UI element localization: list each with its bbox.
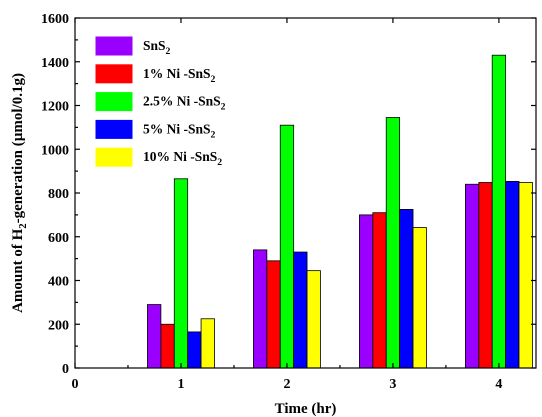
- bar-series-4-category-3: [399, 209, 414, 369]
- bar-series-1-category-2: [253, 249, 268, 369]
- y-tick-label: 1000: [41, 143, 69, 158]
- subscript: 2: [217, 157, 222, 168]
- y-tick-label: 1200: [41, 100, 69, 115]
- y-tick-label: 400: [48, 275, 69, 290]
- y-tick-label: 0: [62, 362, 69, 377]
- legend-label-3: 2.5% Ni -SnS2: [143, 94, 226, 113]
- legend-swatch-1: [95, 36, 133, 56]
- legend-label-2: 1% Ni -SnS2: [143, 66, 216, 85]
- subscript: 2: [17, 223, 29, 228]
- text-part: 1% Ni -SnS: [143, 66, 211, 81]
- y-tick-label: 1600: [41, 12, 69, 27]
- x-tick-label: 2: [283, 377, 290, 392]
- bars-layer: [147, 54, 533, 369]
- y-tick-label: 600: [48, 231, 69, 246]
- bar-series-4-category-4: [505, 181, 520, 369]
- bar-series-2-category-4: [478, 182, 493, 369]
- bar-series-1-category-3: [359, 214, 374, 369]
- bar-series-1-category-1: [147, 304, 162, 369]
- legend-label-4: 5% Ni -SnS2: [143, 121, 216, 140]
- x-axis-title: Time (hr): [275, 401, 337, 417]
- y-tick-label: 1400: [41, 56, 69, 71]
- subscript: 2: [211, 129, 216, 140]
- bar-series-2-category-1: [160, 323, 175, 369]
- bar-series-5-category-1: [200, 318, 215, 369]
- legend-swatch-4: [95, 119, 133, 139]
- bar-series-3-category-3: [385, 117, 401, 369]
- bar-series-5-category-2: [306, 270, 321, 369]
- text-part: SnS: [143, 38, 166, 53]
- legend-label-1: SnS2: [143, 38, 171, 57]
- legend-swatch-3: [95, 92, 133, 112]
- bar-series-4-category-1: [187, 331, 202, 369]
- legend-swatch-2: [95, 64, 133, 84]
- x-tick-label: 1: [177, 377, 184, 392]
- bar-series-1-category-4: [465, 183, 480, 369]
- bar-series-5-category-3: [412, 227, 427, 369]
- bar-series-3-category-1: [173, 178, 189, 369]
- text-part: 10% Ni -SnS: [143, 149, 217, 164]
- x-tick-label: 3: [389, 377, 396, 392]
- axes-layer: 0 200 400 600 800 1000 1200 1400 1600 0 1 2 3 4 Time (…: [10, 12, 537, 417]
- subscript: 2: [221, 102, 226, 113]
- text-part: 5% Ni -SnS: [143, 121, 211, 136]
- y-tick-label: 800: [48, 187, 69, 202]
- x-tick-label: 4: [495, 377, 502, 392]
- bar-series-3-category-4: [491, 54, 507, 369]
- y-axis-title: Amount of H2-generation (µmol/0.1g): [10, 73, 29, 313]
- text-part: Amount of H: [10, 228, 26, 313]
- subscript: 2: [211, 74, 216, 85]
- bar-series-2-category-3: [372, 212, 387, 369]
- bar-series-5-category-4: [518, 182, 533, 369]
- legend-label-5: 10% Ni -SnS2: [143, 149, 222, 168]
- text-part: 2.5% Ni -SnS: [143, 94, 221, 109]
- bar-series-4-category-2: [293, 251, 308, 369]
- bar-series-3-category-2: [279, 124, 295, 369]
- y-tick-label: 200: [48, 318, 69, 333]
- x-tick-label: 0: [72, 377, 79, 392]
- bar-series-2-category-2: [266, 260, 281, 369]
- legend-swatch-5: [95, 147, 133, 167]
- text-part: -generation (µmol/0.1g): [10, 73, 26, 223]
- subscript: 2: [166, 46, 171, 57]
